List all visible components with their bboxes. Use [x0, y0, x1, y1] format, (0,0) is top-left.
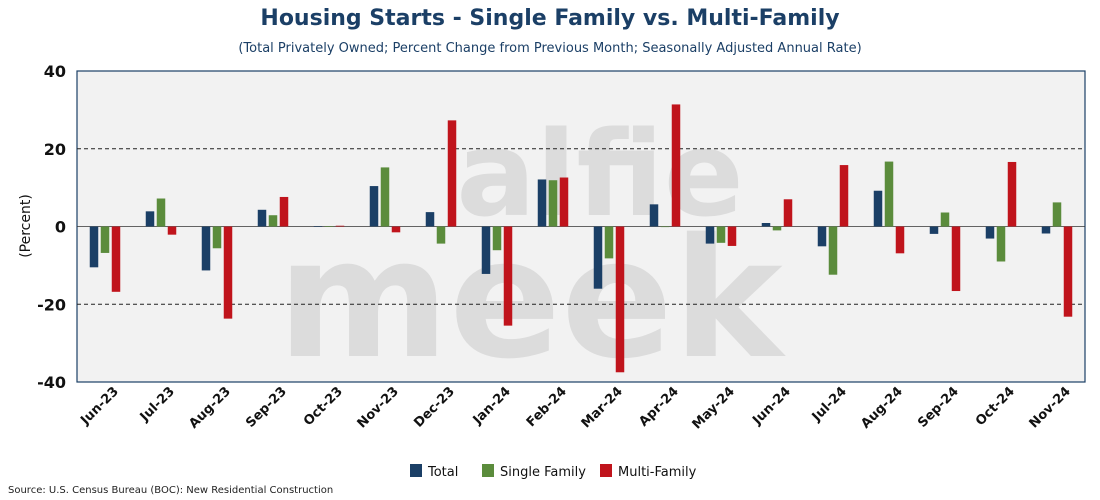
bar-total: [201, 226, 211, 271]
bar-single-family: [1052, 202, 1062, 227]
bar-multi-family: [503, 226, 513, 326]
bar-multi-family: [279, 196, 289, 227]
x-tick-label: Sep-24: [915, 384, 962, 431]
bar-multi-family: [559, 177, 569, 227]
source-note: Source: U.S. Census Bureau (BOC): New Re…: [8, 485, 334, 496]
bar-single-family: [716, 226, 726, 243]
bar-single-family: [212, 226, 222, 249]
bar-single-family: [772, 226, 782, 231]
bar-multi-family: [783, 199, 793, 227]
bar-total: [369, 186, 379, 227]
y-tick-label: 40: [44, 62, 66, 81]
gridlines: [77, 148, 1085, 305]
bar-single-family: [324, 226, 334, 227]
x-tick-label: Oct-24: [973, 384, 1018, 429]
chart-subtitle: (Total Privately Owned; Percent Change f…: [238, 41, 862, 56]
y-tick-label: 0: [55, 218, 66, 237]
bar-multi-family: [671, 104, 681, 227]
bar-single-family: [996, 226, 1006, 262]
bar-total: [593, 226, 603, 289]
bar-total: [817, 226, 827, 247]
legend: Total Single Family Multi-Family: [410, 464, 697, 480]
bar-multi-family: [447, 120, 457, 227]
bar-total: [985, 226, 995, 239]
watermark-text: alfie: [456, 105, 744, 243]
watermark-text: meek: [277, 203, 786, 395]
bar-total: [761, 223, 771, 227]
bar-multi-family: [111, 226, 121, 292]
bar-multi-family: [391, 226, 401, 233]
bar-total: [929, 226, 939, 234]
bar-total: [425, 212, 435, 227]
bar-single-family: [100, 226, 110, 253]
bar-total: [481, 226, 491, 274]
x-tick-label: Aug-23: [186, 384, 233, 431]
x-tick-label: Sep-23: [243, 384, 290, 431]
bar-multi-family: [335, 225, 345, 227]
x-tick-label: Jun-23: [77, 384, 121, 428]
x-tick-label: Jul-24: [809, 384, 850, 425]
bar-total: [145, 211, 155, 227]
bar-total: [89, 226, 99, 268]
bar-single-family: [268, 215, 278, 227]
y-tick-label: -20: [37, 295, 66, 314]
y-axis: -40 -20 0 20 40: [37, 62, 66, 392]
legend-swatch: [600, 464, 612, 477]
bar-single-family: [604, 226, 614, 259]
bar-multi-family: [839, 165, 849, 227]
bar-single-family: [380, 167, 390, 227]
legend-label: Total: [427, 465, 458, 480]
chart-title: Housing Starts - Single Family vs. Multi…: [260, 6, 840, 31]
y-tick-label: 20: [44, 140, 66, 159]
bar-multi-family: [1007, 161, 1017, 227]
bar-total: [705, 226, 715, 244]
bar-single-family: [492, 226, 502, 251]
bar-single-family: [548, 180, 558, 227]
bar-multi-family: [727, 226, 737, 246]
y-tick-label: -40: [37, 373, 66, 392]
bar-total: [313, 226, 323, 227]
bar-multi-family: [895, 226, 905, 254]
bar-multi-family: [615, 226, 625, 373]
bar-multi-family: [951, 226, 961, 292]
x-tick-label: Aug-24: [858, 384, 905, 431]
bar-total: [257, 209, 267, 227]
bar-single-family: [828, 226, 838, 275]
y-axis-label: (Percent): [18, 194, 34, 258]
bar-single-family: [436, 226, 446, 244]
bar-multi-family: [167, 226, 177, 235]
bar-single-family: [940, 212, 950, 227]
bar-multi-family: [223, 226, 233, 319]
bars: [89, 104, 1073, 373]
legend-label: Single Family: [500, 465, 586, 480]
bar-total: [1041, 226, 1051, 234]
bar-total: [873, 190, 883, 227]
bar-single-family: [156, 198, 166, 227]
x-tick-label: Jul-23: [137, 384, 178, 425]
bar-multi-family: [1063, 226, 1073, 317]
legend-label: Multi-Family: [618, 465, 697, 480]
legend-swatch: [410, 464, 422, 477]
bar-single-family: [884, 161, 894, 227]
x-tick-label: Nov-24: [1027, 384, 1074, 431]
legend-swatch: [482, 464, 494, 477]
bar-total: [537, 179, 547, 227]
bar-total: [649, 204, 659, 227]
bar-single-family: [660, 226, 670, 228]
